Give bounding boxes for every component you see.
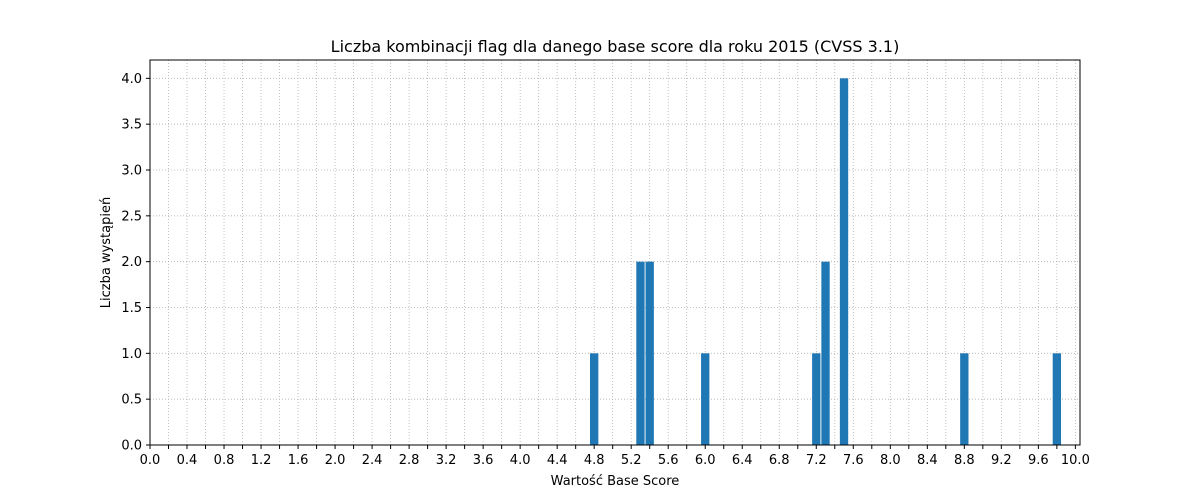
x-tick-label: 0.4 [177,453,198,468]
x-tick-label: 9.6 [1028,453,1049,468]
y-tick-label: 0.0 [121,439,142,454]
x-tick-label: 2.4 [362,453,383,468]
bars-layer [590,78,1062,445]
x-tick-label: 5.2 [621,453,642,468]
x-axis: 0.0 0.4 0.8 1.2 1.6 2.0 2.4 2.8 3.2 3.6 4.0 4.4 4.8 5… [140,445,1090,468]
x-tick-label: 3.6 [473,453,494,468]
x-tick-label: 7.2 [806,453,827,468]
x-tick-label: 8.0 [880,453,901,468]
x-axis-label: Wartość Base Score [551,474,680,489]
x-tick-label: 10.0 [1061,453,1090,468]
y-tick-label: 2.0 [121,255,142,270]
y-tick-label: 1.5 [121,301,142,316]
bar [960,353,969,445]
x-tick-label: 4.0 [510,453,531,468]
y-tick-label: 3.0 [121,164,142,179]
x-tick-label: 5.6 [658,453,679,468]
bar [645,261,654,445]
x-tick-label: 0.8 [214,453,235,468]
x-tick-label: 4.8 [584,453,605,468]
y-axis-label: Liczba wystąpień [99,197,114,308]
x-tick-label: 1.2 [251,453,272,468]
x-tick-label: 0.0 [140,453,161,468]
bar [701,353,710,445]
plot-frame [149,59,1081,446]
bar [821,261,830,445]
x-tick-label: 3.2 [436,453,457,468]
y-tick-label: 3.5 [121,118,142,133]
x-tick-label: 9.2 [991,453,1012,468]
x-tick-label: 2.8 [399,453,420,468]
bar [1052,353,1062,445]
y-tick-label: 2.5 [121,209,142,224]
bar [839,78,849,445]
x-tick-label: 6.8 [769,453,790,468]
y-tick-label: 1.0 [121,347,142,362]
bar [590,353,599,445]
y-tick-label: 0.5 [121,393,142,408]
x-tick-label: 8.4 [917,453,938,468]
bar [812,353,821,445]
x-tick-label: 8.8 [954,453,975,468]
grid-layer [149,60,1080,446]
y-tick-label: 4.0 [121,72,142,87]
x-tick-label: 6.4 [732,453,753,468]
x-tick-label: 1.6 [288,453,309,468]
x-tick-label: 2.0 [325,453,346,468]
x-tick-label: 7.6 [843,453,864,468]
chart-title: Liczba kombinacji flag dla danego base s… [331,37,900,56]
y-axis: 0.0 0.5 1.0 1.5 2.0 2.5 3.0 3.5 4.0 [121,72,150,454]
x-tick-label: 4.4 [547,453,568,468]
x-tick-label: 6.0 [695,453,716,468]
bar [636,261,645,445]
